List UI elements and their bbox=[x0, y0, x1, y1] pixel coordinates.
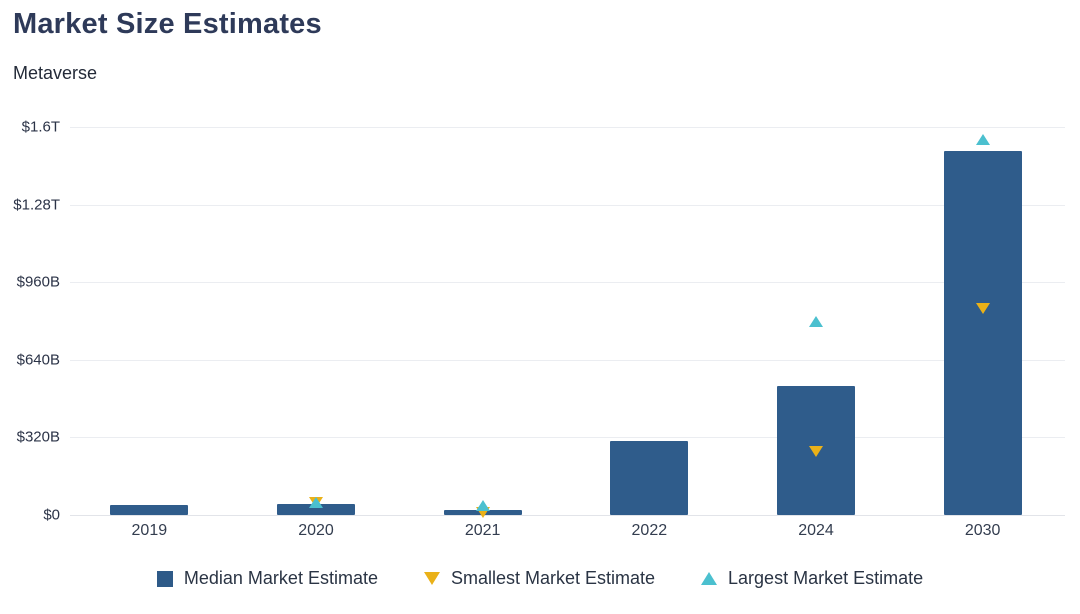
y-tick-label: $1.28T bbox=[13, 196, 60, 214]
gridline-$1.28T bbox=[70, 204, 1065, 206]
bar-2020[interactable] bbox=[277, 504, 355, 515]
y-tick-label: $1.6T bbox=[21, 118, 60, 136]
legend-label: Smallest Market Estimate bbox=[450, 568, 656, 588]
x-tick-label-2020: 2020 bbox=[298, 522, 334, 539]
x-tick-label-2030: 2030 bbox=[964, 522, 1001, 539]
bar-2022[interactable] bbox=[610, 441, 689, 515]
legend-label: Largest Market Estimate bbox=[728, 568, 924, 588]
triangle-up-icon bbox=[701, 572, 718, 585]
largest-estimate-marker-2030 bbox=[975, 133, 990, 145]
legend-label: Median Market Estimate bbox=[183, 568, 378, 588]
chart-legend: Median Market Estimate Smallest Market Es… bbox=[0, 568, 1080, 589]
x-tick-label-2021: 2021 bbox=[464, 522, 501, 539]
largest-estimate-marker-2024 bbox=[809, 315, 823, 327]
gridline-$960B bbox=[70, 282, 1065, 284]
gridline-$320B bbox=[70, 437, 1065, 439]
legend-item-triangle-up[interactable]: Largest Market Estimate bbox=[701, 568, 923, 589]
x-tick-label-2022: 2022 bbox=[631, 522, 668, 539]
x-tick-label-2024: 2024 bbox=[798, 522, 834, 539]
y-tick-label: $0 bbox=[43, 506, 60, 524]
square-icon bbox=[156, 570, 173, 587]
triangle-down-icon bbox=[423, 572, 440, 585]
y-tick-label: $960B bbox=[16, 273, 60, 291]
bar-2030[interactable] bbox=[943, 151, 1022, 515]
smallest-estimate-marker-2024 bbox=[809, 446, 823, 458]
bar-2019[interactable] bbox=[110, 505, 189, 515]
largest-estimate-marker-2021 bbox=[475, 499, 490, 511]
gridline-$640B bbox=[70, 359, 1065, 361]
largest-estimate-marker-2020 bbox=[309, 497, 323, 509]
page-title: Market Size Estimates bbox=[13, 8, 322, 40]
legend-item-square[interactable]: Median Market Estimate bbox=[156, 568, 378, 589]
y-tick-label: $320B bbox=[16, 428, 60, 446]
y-tick-label: $640B bbox=[16, 351, 60, 369]
x-tick-label-2019: 2019 bbox=[131, 522, 168, 539]
smallest-estimate-marker-2030 bbox=[975, 303, 990, 315]
gridline-$0 bbox=[70, 515, 1065, 516]
chart-subtitle: Metaverse bbox=[13, 63, 98, 83]
smallest-estimate-marker-2021 bbox=[475, 507, 490, 519]
legend-item-triangle-down[interactable]: Smallest Market Estimate bbox=[423, 568, 656, 589]
gridline-$1.6T bbox=[70, 127, 1065, 128]
